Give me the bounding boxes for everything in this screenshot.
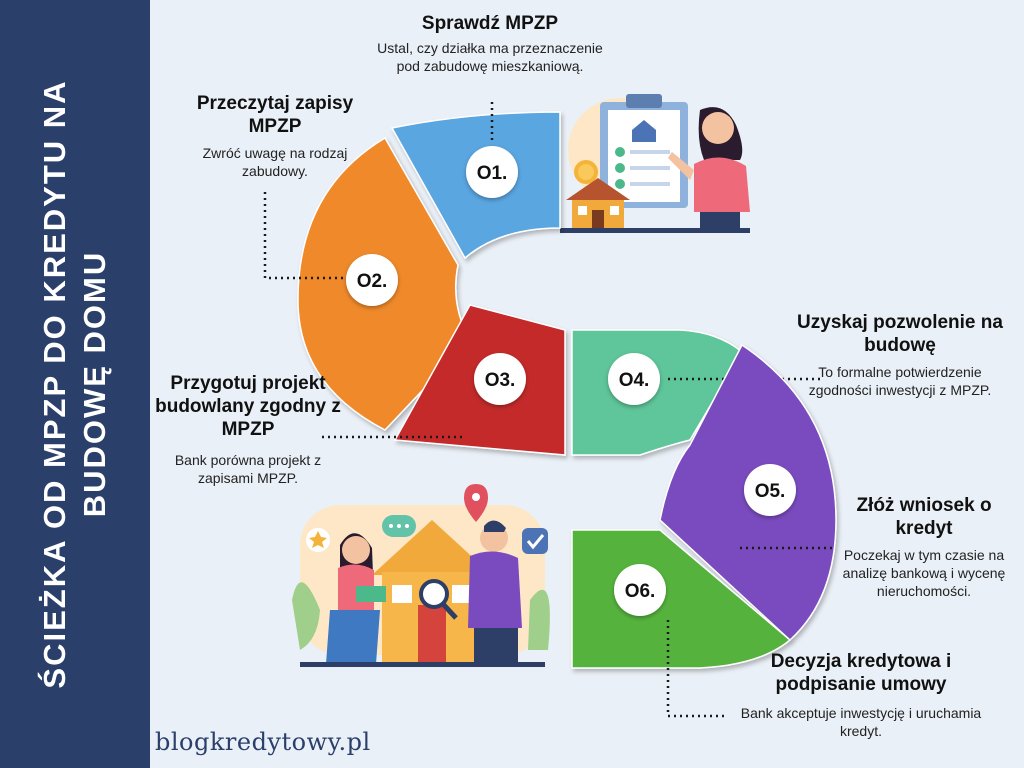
house-icon [566, 178, 630, 230]
step-segments: O1. O2. O3. O4. O5. O6. [263, 100, 837, 718]
step-5-label: Złóż wniosek o kredyt Poczekaj w tym cza… [826, 494, 1022, 600]
step-6-number: O6. [625, 581, 656, 602]
chat-bubble-icon [382, 515, 416, 537]
step-4-description: To formalne potwierdzenie zgodności inwe… [808, 364, 992, 398]
step-4-number-bubble [608, 353, 660, 405]
step-3-number: O3. [485, 370, 516, 391]
step-4-title: Uzyskaj pozwolenie na budowę [797, 312, 1003, 356]
step-6-label: Decyzja kredytowa i podpisanie umowy Ban… [728, 650, 994, 740]
step-2-segment: O2. [263, 136, 471, 431]
coin-icon [574, 160, 598, 184]
star-icon [306, 528, 330, 552]
step-3-number-bubble [474, 353, 526, 405]
step-6-shape [571, 529, 792, 669]
step-3-label: Przygotuj projekt budowlany zgodny z MPZ… [148, 372, 348, 487]
step-5-segment: O5. [659, 343, 837, 642]
step-1-label: Sprawdź MPZP Ustal, czy działka ma przez… [375, 12, 605, 75]
step-2-description: Zwróć uwagę na rodzaj zabudowy. [202, 145, 348, 179]
step-6-title: Decyzja kredytowa i podpisanie umowy [770, 651, 952, 695]
woman-figure [668, 107, 750, 232]
brand-logo: blogkredytowy.pl [155, 728, 371, 756]
step-6-number-bubble [614, 564, 666, 616]
woman-figure [326, 533, 386, 664]
step-5-description: Poczekaj w tym czasie na analizę bankową… [842, 547, 1006, 599]
magnifier-icon [419, 579, 458, 620]
planning-illustration [560, 94, 750, 233]
step-6-leader-line [666, 620, 728, 718]
side-banner: ŚCIEŻKA OD MPZP DO KREDYTU NA BUDOWĘ DOM… [0, 0, 150, 768]
step-4-label: Uzyskaj pozwolenie na budowę To formalne… [785, 311, 1015, 399]
step-2-label: Przeczytaj zapisy MPZP Zwróć uwagę na ro… [180, 92, 370, 180]
step-1-number: O1. [477, 163, 508, 184]
step-2-title: Przeczytaj zapisy MPZP [196, 93, 354, 137]
step-2-number-bubble [346, 254, 398, 306]
step-3-description: Bank porówna projekt z zapisami MPZP. [174, 452, 322, 486]
step-2-leader-line [263, 190, 355, 280]
step-2-number: O2. [357, 271, 388, 292]
step-1-segment: O1. [390, 100, 561, 260]
couple-illustration [292, 484, 550, 667]
step-4-number: O4. [619, 370, 650, 391]
step-1-title: Sprawdź MPZP [421, 13, 559, 34]
step-1-description: Ustal, czy działka ma przeznaczenie pod … [377, 40, 603, 74]
step-6-segment: O6. [571, 529, 792, 718]
man-figure [468, 520, 522, 664]
step-5-number-bubble [744, 464, 796, 516]
checkmark-icon [522, 528, 548, 554]
step-6-description: Bank akceptuje inwestycję i uruchamia kr… [740, 705, 982, 739]
clipboard-icon [600, 94, 688, 208]
step-3-title: Przygotuj projekt budowlany zgodny z MPZ… [155, 373, 341, 440]
step-4-segment: O4. [571, 329, 820, 456]
step-5-number: O5. [755, 481, 786, 502]
step-1-number-bubble [466, 146, 518, 198]
map-pin-icon [464, 484, 488, 522]
step-3-segment: O3. [322, 304, 566, 456]
step-5-title: Złóż wniosek o kredyt [856, 495, 992, 539]
